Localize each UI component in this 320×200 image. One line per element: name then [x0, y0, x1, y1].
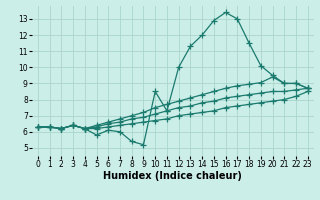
X-axis label: Humidex (Indice chaleur): Humidex (Indice chaleur): [103, 171, 242, 181]
